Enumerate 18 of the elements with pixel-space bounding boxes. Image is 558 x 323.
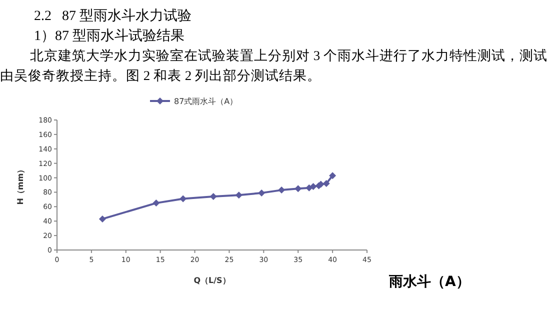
x-axis-title: Q（L/S） bbox=[194, 276, 230, 285]
point bbox=[210, 193, 217, 200]
point bbox=[98, 215, 106, 222]
point bbox=[278, 186, 286, 194]
point bbox=[294, 185, 302, 192]
chart-subtitle: 1）87 型雨水斗试验结果 bbox=[34, 28, 184, 45]
point bbox=[329, 172, 336, 180]
point bbox=[310, 182, 317, 190]
point bbox=[322, 180, 330, 188]
point bbox=[152, 200, 160, 207]
chart-title: 2.2 87 型雨水斗水力试验 bbox=[34, 8, 192, 25]
text: 北京建筑大学水力实验室在试验装置上分别对 3 个雨水斗进行了水力特性测试，测试由吴俊奇教授主持。图 2 和表 2 列出部分测试结果。 bbox=[0, 47, 548, 85]
point bbox=[258, 189, 266, 196]
point bbox=[235, 192, 242, 199]
point bbox=[180, 195, 187, 202]
y-axis-title: H（mm） bbox=[16, 165, 25, 205]
legend-label: 87式雨水斗（A） bbox=[174, 97, 238, 106]
text: 雨水斗（A） bbox=[389, 273, 470, 291]
